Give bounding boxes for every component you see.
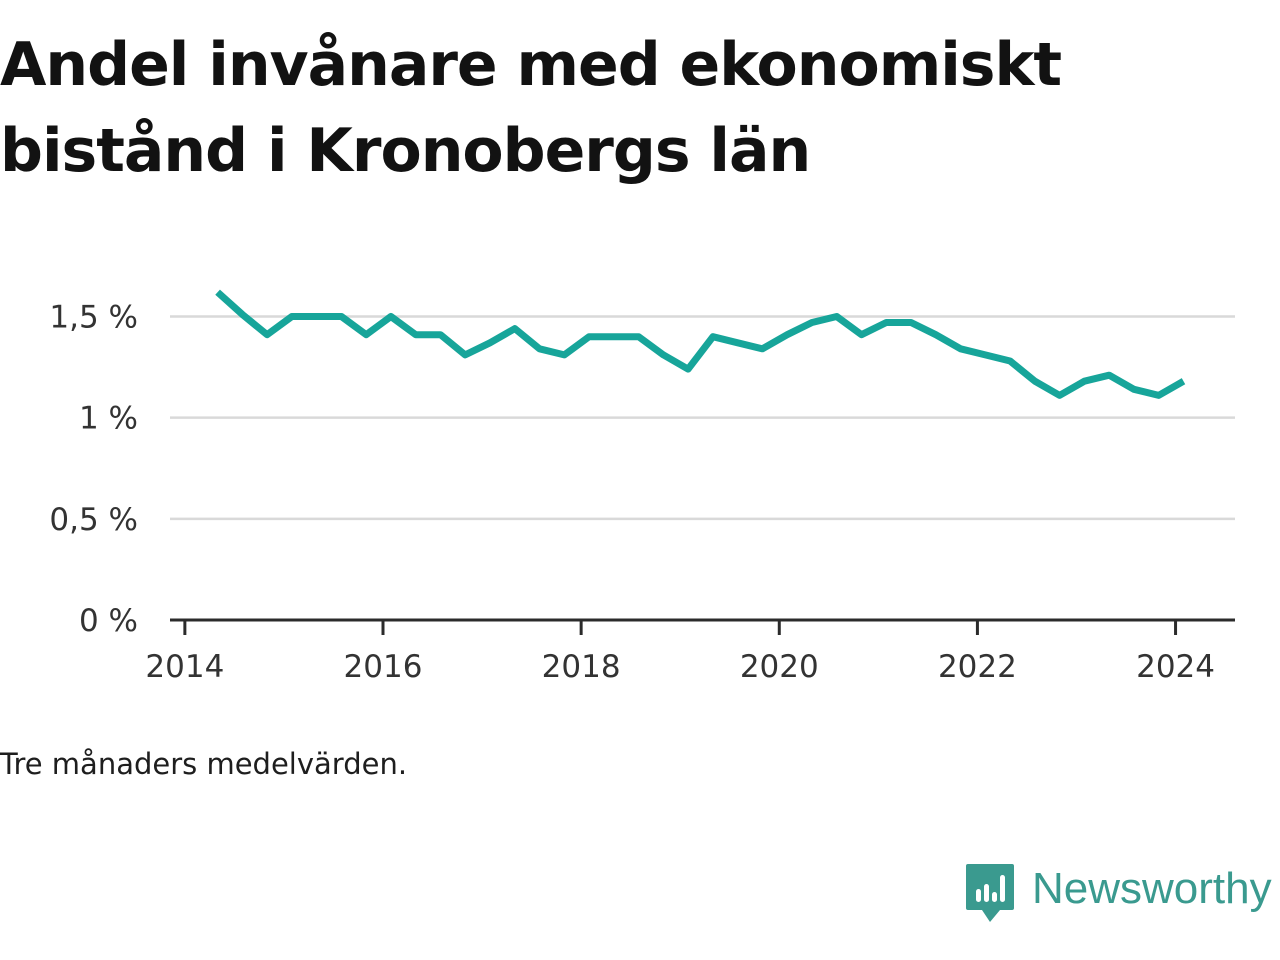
chart-title: Andel invånare med ekonomiskt bistånd i … (0, 30, 1062, 186)
series-group (215, 289, 1186, 399)
x-tick-label: 2024 (1136, 649, 1215, 685)
x-axis-labels: 2014 2016 2018 2020 2022 2024 (145, 649, 1215, 685)
line-chart: 0 % 0,5 % 1 % 1,5 % 2014 2016 2018 2020 2022 202… (49, 289, 1235, 685)
x-tick-label: 2014 (145, 649, 224, 685)
grid-lines (170, 315, 1235, 521)
y-tick-label: 0 % (79, 603, 138, 639)
x-axis (170, 618, 1235, 635)
x-tick-label: 2016 (344, 649, 423, 685)
y-tick-label: 1 % (79, 401, 138, 437)
chart-caption: Tre månaders medelvärden. (0, 747, 408, 781)
series-line (215, 289, 1186, 399)
newsworthy-logo-icon (966, 864, 1014, 922)
x-tick-label: 2020 (740, 649, 819, 685)
y-tick-label: 1,5 % (49, 299, 138, 335)
brand-name: Newsworthy (1032, 864, 1272, 913)
x-tick-label: 2018 (542, 649, 621, 685)
y-axis-labels: 0 % 0,5 % 1 % 1,5 % (49, 299, 138, 639)
brand-logo[interactable]: Newsworthy (964, 862, 1272, 926)
x-tick-label: 2022 (938, 649, 1017, 685)
y-tick-label: 0,5 % (49, 502, 138, 538)
